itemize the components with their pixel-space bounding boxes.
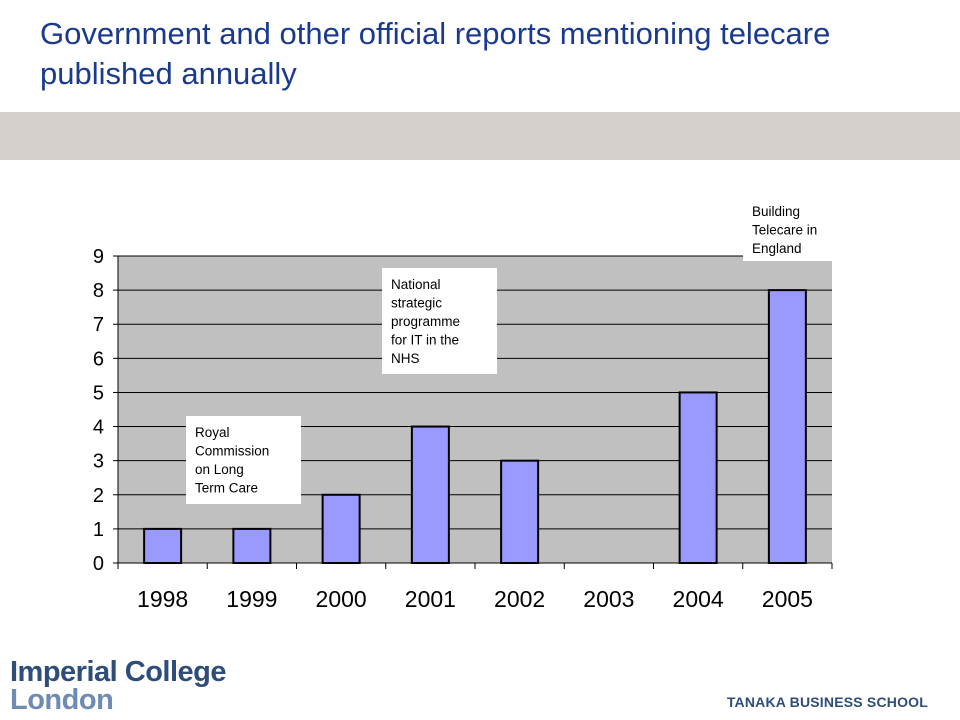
y-tick-label-7: 7	[93, 314, 104, 336]
annotation-text-2002-4: NHS	[391, 351, 420, 366]
imperial-college-logo: Imperial College London	[10, 656, 250, 716]
annotation-box-2005	[743, 195, 835, 261]
annotation-text-2005-2: England	[752, 241, 802, 256]
x-tick-label-2004: 2004	[673, 586, 724, 612]
annotation-2002: National strategic programme for IT in the N…	[382, 268, 497, 374]
logo-text-line1: Imperial College	[10, 656, 227, 688]
annotation-text-2002-0: National	[391, 277, 441, 292]
annotation-1999: Royal Commission on Long Term Care	[186, 416, 301, 504]
bar-2005	[767, 289, 807, 564]
bar-1998	[143, 527, 183, 565]
annotation-text-1999-3: Term Care	[195, 481, 258, 496]
annotation-text-1999-0: Royal	[195, 425, 230, 440]
y-tick-label-6: 6	[93, 348, 104, 370]
y-tick-label-0: 0	[93, 553, 104, 575]
annotation-2005: Building Telecare in England	[743, 195, 835, 261]
bar-2004	[678, 391, 718, 565]
annotation-text-2002-2: programme	[391, 314, 460, 329]
x-tick-label-2003: 2003	[583, 586, 634, 612]
annotation-text-2002-1: strategic	[391, 296, 442, 311]
y-tick-label-9: 9	[93, 246, 104, 268]
bar-2001	[410, 425, 450, 564]
x-tick-label-2005: 2005	[762, 586, 813, 612]
y-tick-label-3: 3	[93, 451, 104, 473]
bar-1999	[232, 527, 272, 565]
annotation-box-1999	[186, 416, 301, 504]
annotation-text-2005-1: Telecare in	[752, 223, 817, 238]
x-tick-label-2002: 2002	[494, 586, 545, 612]
annotation-box-2002	[382, 268, 497, 374]
annotation-text-2002-3: for IT in the	[391, 333, 459, 348]
logo-text-line2: London	[10, 684, 114, 716]
y-tick-label-2: 2	[93, 485, 104, 507]
y-tick-label-5: 5	[93, 382, 104, 404]
header-band	[0, 112, 960, 160]
bar-2002	[500, 459, 540, 564]
bar-2000	[321, 493, 361, 564]
y-tick-label-1: 1	[93, 519, 104, 541]
y-tick-label-4: 4	[93, 417, 104, 439]
y-tick-label-8: 8	[93, 280, 104, 302]
annotation-text-2005-0: Building	[752, 204, 800, 219]
x-tick-label-1998: 1998	[137, 586, 188, 612]
slide-title: Government and other official reports me…	[40, 16, 831, 91]
annotation-text-1999-2: on Long	[195, 462, 244, 477]
business-school-label: TANAKA BUSINESS SCHOOL	[726, 694, 928, 710]
annotation-text-1999-1: Commission	[195, 444, 269, 459]
x-tick-label-2001: 2001	[405, 586, 456, 612]
x-tick-label-2000: 2000	[316, 586, 367, 612]
x-tick-label-1999: 1999	[226, 586, 277, 612]
